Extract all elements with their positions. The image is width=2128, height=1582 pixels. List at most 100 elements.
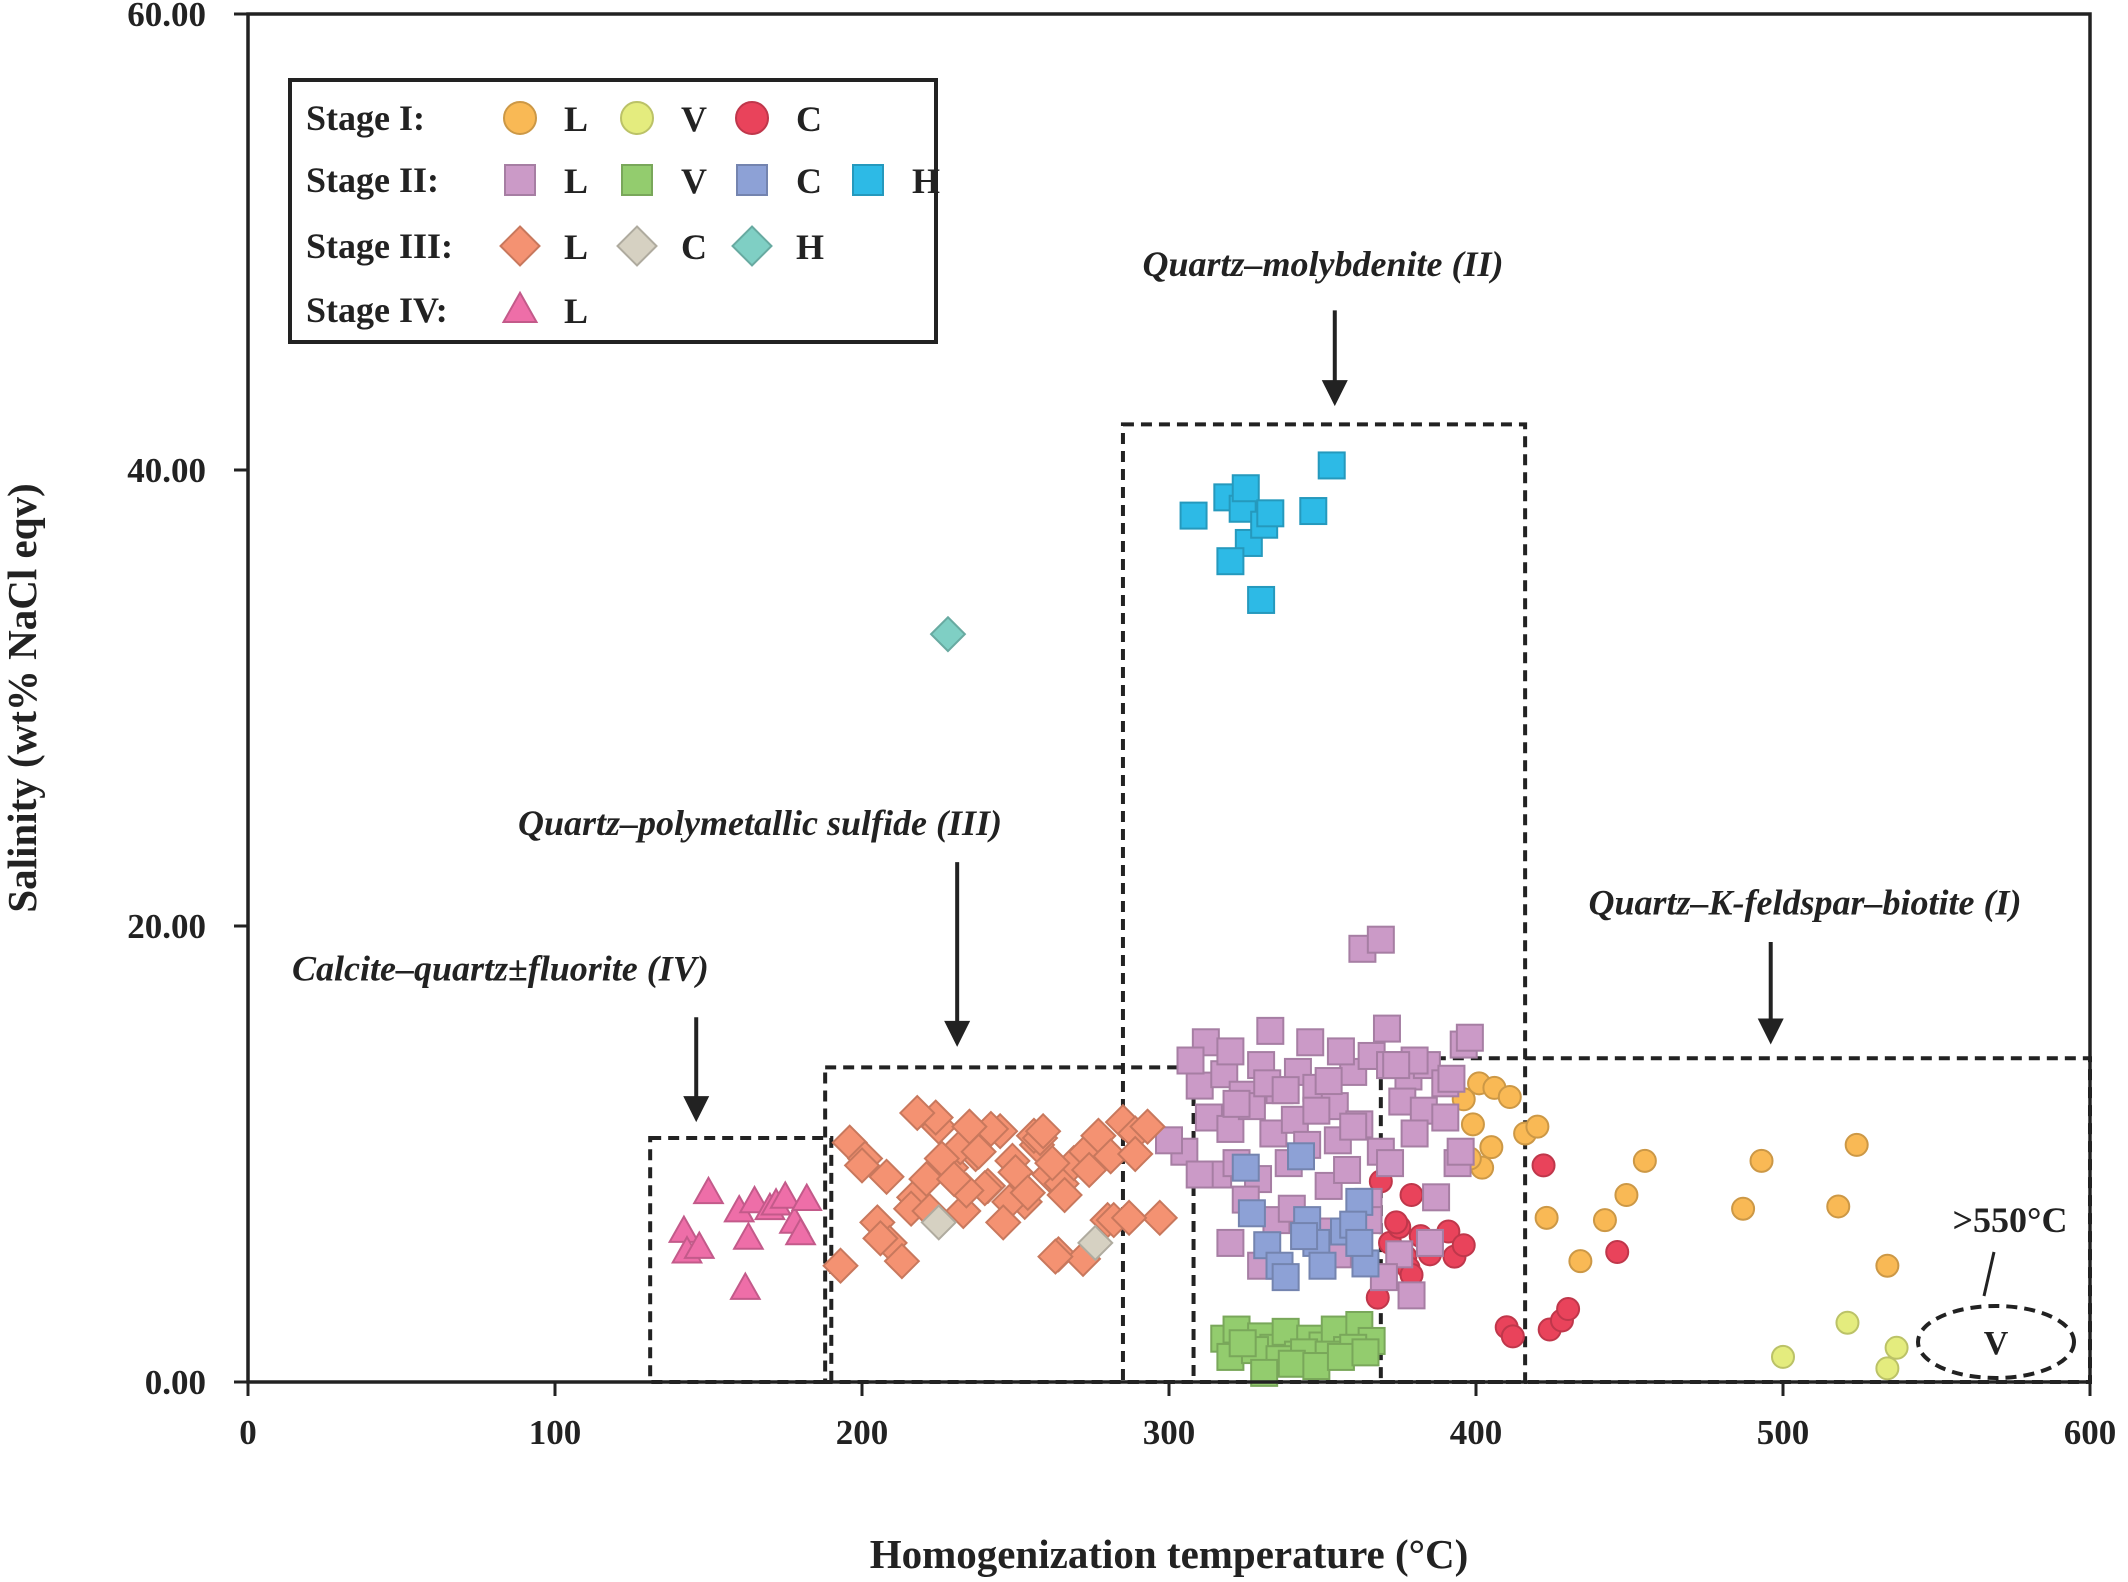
legend-marker	[503, 101, 537, 135]
annotation-label-4: Quartz–K-feldspar–biotite (I)	[1588, 883, 2021, 923]
legend-marker	[620, 101, 654, 135]
legend-stage-label: Stage III:	[306, 226, 453, 266]
legend-box	[288, 78, 938, 344]
data-point	[1351, 1338, 1380, 1367]
data-point	[1534, 1205, 1559, 1230]
data-point	[822, 1247, 859, 1285]
annotation-arrowhead-2	[944, 1020, 971, 1047]
high-temp-pointer	[1982, 1251, 1996, 1297]
data-point	[692, 1175, 725, 1205]
legend-marker	[852, 164, 884, 196]
legend-item-label: C	[681, 227, 707, 267]
series-s3H	[929, 615, 967, 653]
legend-stage-label: Stage I:	[306, 98, 425, 138]
data-point	[1460, 1112, 1485, 1137]
data-point	[1749, 1148, 1774, 1173]
data-point	[1141, 1199, 1179, 1237]
annotation-label-2: Quartz–polymetallic sulfide (III)	[518, 803, 1002, 843]
data-point	[1308, 1251, 1337, 1280]
data-point	[1376, 1149, 1405, 1178]
data-point	[1844, 1132, 1869, 1157]
data-point	[984, 1204, 1022, 1241]
data-point	[929, 615, 967, 653]
data-point	[1277, 1349, 1306, 1378]
data-point	[1605, 1240, 1630, 1265]
legend-item-label: V	[681, 99, 707, 139]
data-point	[1228, 1329, 1257, 1358]
legend-item-label: C	[796, 99, 822, 139]
data-point	[1415, 1228, 1444, 1257]
legend-item-label: L	[564, 227, 588, 267]
data-point	[1826, 1194, 1851, 1219]
y-tick-label: 40.00	[127, 451, 206, 490]
legend-item-label: C	[796, 161, 822, 201]
y-axis-label: Salinity (wt% NaCl eqv)	[0, 483, 45, 912]
field-box-3	[1120, 422, 1528, 1384]
high-temp-ellipse	[1916, 1304, 2076, 1380]
legend-marker	[731, 225, 773, 267]
data-point	[667, 1214, 700, 1243]
data-point	[1399, 1183, 1424, 1208]
data-point	[1422, 1183, 1451, 1212]
data-point	[951, 1108, 988, 1145]
high-temp-label: >550°C	[1953, 1200, 2068, 1240]
data-point	[1525, 1114, 1550, 1139]
data-point	[1431, 1103, 1460, 1132]
data-point	[784, 1216, 817, 1246]
data-point	[868, 1158, 905, 1196]
data-point	[1110, 1199, 1148, 1237]
series-s4L	[667, 1175, 823, 1300]
series-s2C	[1231, 1142, 1380, 1292]
data-point	[1835, 1310, 1860, 1335]
data-point	[1256, 499, 1285, 528]
data-point	[1455, 1023, 1484, 1052]
legend-marker	[621, 164, 653, 196]
data-point	[1326, 1342, 1355, 1371]
series-s3C	[920, 1204, 1114, 1262]
data-point	[1568, 1249, 1593, 1274]
legend-marker	[616, 225, 658, 267]
legend-item-label: L	[564, 161, 588, 201]
data-point	[1400, 1119, 1429, 1148]
data-point	[1326, 1037, 1355, 1066]
data-point	[1237, 1199, 1266, 1228]
legend-item-label: L	[564, 99, 588, 139]
data-point	[1231, 474, 1260, 503]
data-point	[1216, 1114, 1245, 1143]
data-point	[732, 1221, 765, 1250]
high-temp-ellipse-label: V	[1984, 1325, 2009, 1362]
series-s2V	[1210, 1311, 1386, 1387]
data-point	[1070, 1151, 1108, 1189]
data-point	[1216, 1037, 1245, 1066]
annotation-arrowhead-4	[1757, 1018, 1784, 1045]
data-point	[1116, 1135, 1154, 1173]
stage-annotations: Calcite–quartz±fluorite (IV) Quartz–polym…	[292, 244, 2022, 1123]
data-point	[790, 1182, 823, 1211]
data-point	[1216, 1228, 1245, 1257]
data-point	[1216, 547, 1245, 576]
legend-marker	[735, 101, 769, 135]
data-point	[1339, 1112, 1368, 1141]
data-point	[1397, 1281, 1426, 1310]
data-point	[1296, 1028, 1325, 1057]
legend-marker	[504, 164, 536, 196]
data-point	[1479, 1135, 1504, 1160]
data-point	[1299, 497, 1328, 526]
legend-marker	[499, 225, 541, 267]
data-point	[1077, 1224, 1114, 1262]
data-point	[1731, 1196, 1756, 1221]
x-tick-label: 400	[1450, 1413, 1503, 1452]
x-tick-label: 600	[2064, 1413, 2117, 1452]
data-points	[667, 451, 1909, 1387]
legend-item-label: H	[912, 161, 940, 201]
annotation-label-3: Quartz–molybdenite (II)	[1142, 244, 1503, 284]
data-point	[1437, 1064, 1466, 1093]
data-point	[1497, 1085, 1522, 1109]
data-point	[1500, 1324, 1525, 1349]
data-point	[1531, 1153, 1556, 1178]
data-point	[1314, 1067, 1343, 1096]
data-point	[1185, 1071, 1214, 1100]
data-point	[1210, 1060, 1239, 1089]
data-point	[1385, 1240, 1414, 1269]
